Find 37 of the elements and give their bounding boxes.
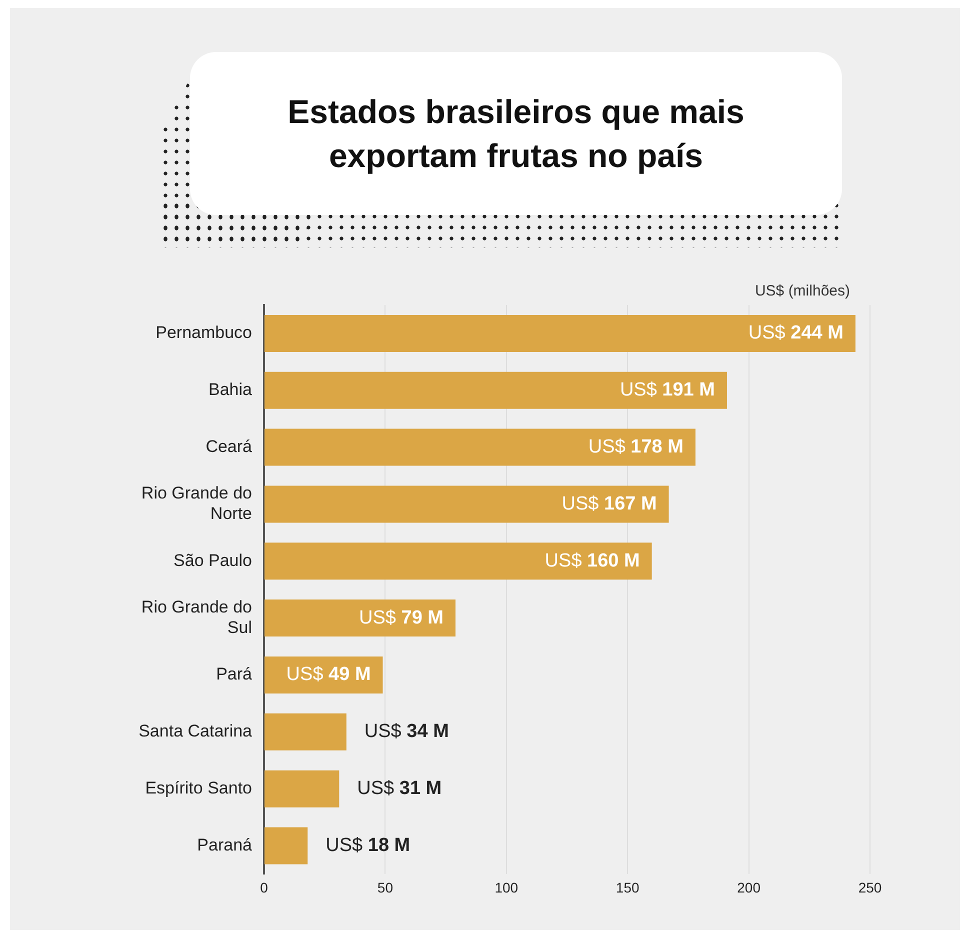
data-label: US$ 79 M: [359, 607, 444, 628]
bar: [264, 372, 727, 409]
y-tick-label: Ceará: [206, 436, 253, 456]
bar: [264, 486, 669, 523]
x-tick-label: 150: [616, 879, 640, 896]
y-tick-label: Santa Catarina: [138, 722, 253, 741]
data-label: US$ 167 M: [562, 493, 657, 514]
x-tick-label: 0: [260, 879, 268, 896]
bar: [264, 827, 308, 864]
x-tick-label: 50: [377, 879, 394, 896]
bar: [264, 314, 856, 352]
data-label: US$ 31 M: [357, 778, 442, 800]
y-tick-label: Rio Grande do Sul: [141, 598, 252, 637]
data-label: US$ 18 M: [326, 834, 410, 856]
y-tick-label: Paraná: [197, 835, 253, 854]
x-tick-label: 250: [858, 879, 882, 896]
data-label: US$ 160 M: [544, 550, 640, 572]
y-tick-label: Rio Grande do Norte: [141, 484, 252, 524]
data-label: US$ 191 M: [620, 380, 715, 401]
x-tick-label: 200: [737, 879, 761, 896]
data-label: US$ 49 M: [286, 664, 371, 686]
x-tick-label: 100: [494, 879, 518, 896]
x-axis-title: US$ (milhões): [754, 282, 850, 300]
bar: [264, 542, 652, 580]
chart-title: Estados brasileiros que mais exportam frutas no país: [190, 52, 842, 215]
y-tick-label: Espírito Santo: [145, 778, 252, 798]
y-tick-label: Pará: [216, 664, 253, 684]
y-tick-label: São Paulo: [174, 550, 252, 570]
bar: [264, 428, 696, 466]
bar: [264, 770, 340, 808]
data-label: US$ 34 M: [364, 721, 449, 742]
data-label: US$ 244 M: [748, 322, 844, 344]
data-label: US$ 178 M: [588, 436, 684, 458]
y-tick-label: Bahia: [208, 380, 253, 400]
bar: [264, 600, 456, 637]
bar: [264, 713, 346, 750]
y-tick-label: Pernambuco: [156, 323, 252, 342]
